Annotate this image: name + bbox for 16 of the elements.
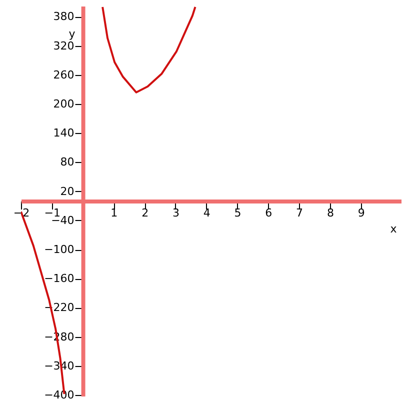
x-tick-label: 4 <box>203 206 210 220</box>
y-tick-label: −100 <box>44 243 74 256</box>
y-axis-title: y <box>68 28 76 40</box>
y-tick-label: 20 <box>60 184 74 198</box>
x-axis-title: x <box>390 222 398 236</box>
y-tick-label: 200 <box>53 97 74 110</box>
y-tick-label: 80 <box>60 156 74 169</box>
y-tick-label: −400 <box>44 388 74 402</box>
y-tick-label: 380 <box>53 10 74 24</box>
y-tick-label: 140 <box>53 126 74 140</box>
x-tick-label: 8 <box>326 206 334 220</box>
x-tick-label: −2 <box>13 206 30 220</box>
y-tick-label: −160 <box>44 272 74 286</box>
y-tick-label: 320 <box>53 39 74 52</box>
y-tick-label: 260 <box>53 68 74 82</box>
x-tick-label: 9 <box>358 206 365 220</box>
